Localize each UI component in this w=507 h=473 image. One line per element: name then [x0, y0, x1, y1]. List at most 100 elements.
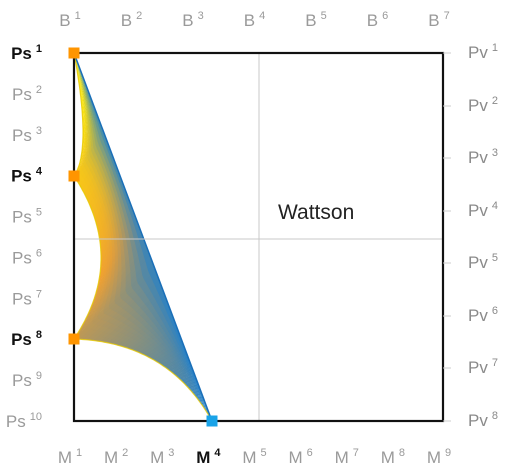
fan-segment	[83, 84, 86, 92]
fan-segment	[190, 369, 193, 374]
fan-segment	[134, 258, 141, 268]
fan-segment	[125, 268, 132, 278]
fan-segment	[78, 75, 80, 83]
fan-segment	[149, 296, 157, 304]
fan-segment	[195, 388, 199, 392]
fan-segment	[189, 373, 193, 378]
left-label-ps5: Ps 5	[12, 207, 42, 227]
fan-segment	[85, 118, 87, 127]
fan-segment	[104, 276, 109, 286]
fan-segment	[83, 135, 85, 143]
fan-segment	[186, 384, 191, 388]
fan-segment	[116, 281, 122, 292]
fan-segment	[135, 287, 144, 296]
fan-segment	[197, 387, 200, 392]
left-label-ps4: Ps 4	[11, 166, 43, 186]
fan-segment	[191, 379, 195, 384]
fan-segment	[129, 233, 134, 243]
fan-segment	[107, 251, 111, 261]
fan-segment	[106, 262, 110, 272]
fan-segment	[103, 327, 113, 334]
fan-segment	[110, 229, 114, 238]
fan-segment	[93, 302, 100, 313]
fan-segment	[185, 375, 189, 379]
left-axis-labels: Ps 1 Ps 2 Ps 3 Ps 4 Ps 5 Ps 6 Ps 7 Ps 8 Ps 9 Ps 10	[6, 43, 43, 431]
fan-segment	[91, 306, 99, 317]
fan-segment	[130, 263, 136, 273]
fan-segment	[81, 79, 84, 87]
fan-segment	[111, 267, 116, 277]
fan-segment	[121, 266, 127, 276]
fan-segment	[81, 76, 84, 83]
fan-segment	[84, 142, 86, 151]
fan-segment	[81, 149, 84, 157]
fan-segment	[199, 400, 203, 404]
fan-segment	[203, 402, 206, 407]
fan-segment	[108, 280, 115, 291]
fan-segment	[109, 293, 117, 304]
fan-segment	[202, 403, 205, 407]
gradient-fan-region	[72, 52, 213, 422]
fan-segment	[128, 247, 133, 257]
fan-segment	[81, 99, 83, 108]
fan-segment	[117, 261, 122, 271]
fan-segment	[189, 369, 192, 374]
fan-segment	[84, 148, 87, 156]
fan-segment	[101, 332, 111, 338]
fan-segment	[80, 160, 84, 167]
fan-segment	[104, 322, 114, 329]
fan-segment	[81, 81, 83, 89]
fan-segment	[80, 80, 82, 88]
fan-segment	[107, 287, 114, 298]
fan-segment	[130, 236, 135, 246]
fan-segment	[104, 262, 108, 273]
fan-segment	[107, 254, 111, 265]
fan-segment	[189, 383, 193, 388]
fan-segment	[201, 396, 204, 401]
fan-segment	[132, 248, 139, 259]
fan-segment	[106, 291, 113, 302]
fan-segment	[108, 229, 111, 239]
fan-segment	[126, 307, 135, 314]
fan-segment	[117, 247, 122, 257]
fan-segment	[187, 366, 191, 371]
fan-segment	[137, 247, 144, 257]
fan-segment	[76, 63, 78, 70]
markers	[68, 47, 218, 427]
fan-segment	[140, 259, 147, 270]
fan-segment	[87, 136, 90, 144]
fan-segment	[191, 389, 195, 393]
fan-segment	[105, 294, 112, 305]
fan-segment	[102, 263, 106, 273]
fan-segment	[80, 85, 82, 94]
fan-segment	[91, 141, 94, 149]
fan-segment	[93, 324, 104, 331]
fan-segment	[194, 378, 197, 383]
fan-segment	[187, 374, 191, 378]
fan-segment	[108, 233, 112, 242]
fan-segment	[81, 93, 83, 103]
fan-segment	[181, 373, 185, 378]
fan-segment	[190, 376, 194, 380]
fan-segment	[200, 400, 203, 404]
fan-segment	[114, 245, 118, 255]
marker-ps4	[68, 170, 80, 182]
fan-segment	[83, 142, 85, 151]
fan-segment	[81, 152, 84, 160]
fan-segment	[102, 252, 106, 262]
fan-segment	[92, 317, 103, 325]
right-label-pv5: Pv 5	[468, 252, 498, 272]
fan-segment	[81, 92, 83, 101]
fan-segment	[95, 330, 105, 337]
fan-segment	[186, 367, 190, 372]
fan-segment	[103, 301, 111, 312]
fan-segment	[108, 268, 113, 278]
fan-segment	[188, 377, 192, 382]
fan-segment	[172, 367, 177, 372]
fan-segment	[111, 286, 118, 297]
fan-segment	[141, 282, 149, 291]
fan-segment	[81, 90, 83, 99]
